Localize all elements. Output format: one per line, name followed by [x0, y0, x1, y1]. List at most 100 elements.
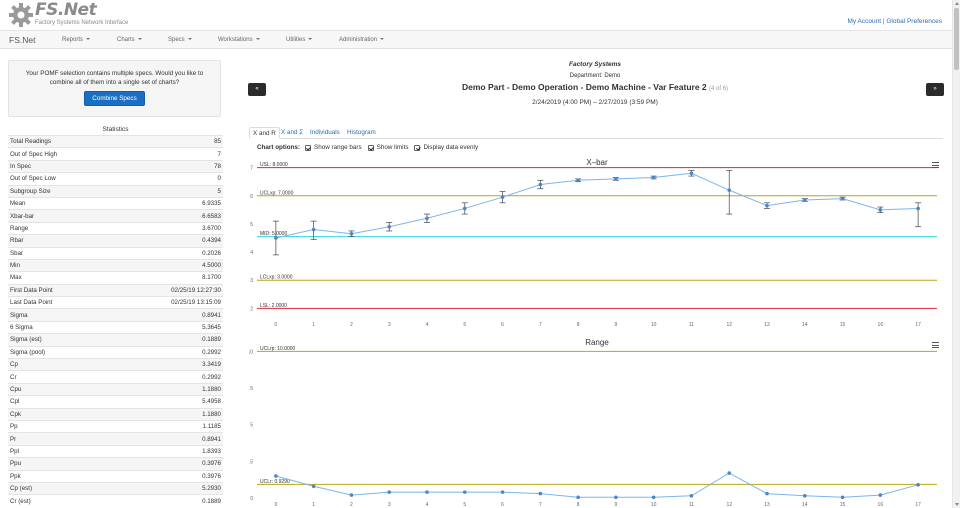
stat-label: Min [8, 258, 113, 272]
data-point [651, 495, 656, 500]
logo[interactable]: FS.Net Factory Systems Network Interface [8, 2, 128, 28]
global-preferences-link[interactable]: Global Preferences [886, 18, 942, 25]
option-label: Display data evenly [423, 144, 479, 151]
nav-charts[interactable]: Charts [117, 37, 142, 43]
data-point [311, 227, 316, 232]
option-display-evenly[interactable]: Display data evenly [414, 144, 478, 151]
stat-value: 1.1880 [112, 382, 223, 396]
nav-administration[interactable]: Administration [339, 37, 385, 43]
next-spec-button[interactable]: » [926, 83, 944, 96]
limit-label: LCLxp: 3.0000 [260, 275, 293, 281]
stats-row: First Data Point 02/25/19 12:27:30 [8, 283, 223, 297]
stat-value: 6.6583 [112, 209, 223, 223]
tab-x-and-sigma[interactable]: X and Σ [281, 129, 304, 136]
stat-label: Pp [8, 419, 113, 433]
stats-row: Range 3.6700 [8, 221, 223, 235]
previous-spec-button[interactable]: « [248, 83, 266, 96]
nav-reports[interactable]: Reports [62, 37, 91, 43]
date-range: 2/24/2019 (4:00 PM) – 2/27/2019 (3:59 PM… [532, 99, 658, 106]
y-tick-label: 4 [250, 250, 253, 256]
data-point [274, 474, 278, 478]
tab-individuals[interactable]: Individuals [310, 129, 340, 136]
combine-specs-button[interactable]: Combine Specs [84, 91, 145, 106]
data-point [878, 493, 883, 497]
nav-charts-label: Charts [117, 37, 135, 43]
checkbox-checked-icon[interactable] [367, 144, 374, 151]
x-tick-label: 2 [350, 322, 353, 328]
stat-label: Rbar [8, 234, 113, 248]
limit-label: UCLrp: 10.0000 [260, 346, 296, 352]
x-tick-label: 16 [878, 502, 884, 508]
stat-label: Range [8, 221, 113, 235]
nav-workstations[interactable]: Workstations [218, 37, 260, 43]
stats-row: Cpl 5.4958 [8, 395, 223, 409]
option-show-limits[interactable]: Show limits [367, 144, 408, 151]
x-tick-label: 9 [614, 322, 617, 328]
x-tick-label: 11 [689, 322, 694, 328]
stats-row: Rbar 0.4394 [8, 234, 223, 248]
stat-value: 0.2992 [112, 345, 223, 359]
x-tick-label: 3 [388, 502, 391, 508]
nav-brand[interactable]: FS.Net [9, 35, 36, 45]
gear-logo-icon [9, 3, 33, 27]
pomf-notice: Your POMF selection contains multiple sp… [8, 60, 221, 117]
stat-value: 1.1185 [112, 419, 223, 433]
scroll-thumb[interactable] [954, 8, 959, 70]
stats-row: Total Readings 85 [8, 134, 223, 148]
scroll-up-icon[interactable] [954, 2, 959, 5]
stat-value: 0.3976 [112, 457, 223, 471]
x-tick-label: 7 [539, 502, 542, 508]
limit-label: MID: 5.0000 [260, 231, 287, 237]
caret-down-icon [187, 38, 192, 41]
stat-label: Xbar-bar [8, 209, 113, 223]
stat-value: 5.3645 [112, 320, 223, 334]
nav-utilities[interactable]: Utilities [286, 37, 313, 43]
data-point [727, 471, 732, 475]
my-account-link[interactable]: My Account [847, 18, 882, 25]
option-show-range-bars[interactable]: Show range bars [305, 144, 362, 151]
stats-row: Out of Spec Low 0 [8, 172, 223, 186]
checkbox-checked-icon[interactable] [414, 144, 421, 151]
tab-x-and-r[interactable]: X and R [249, 127, 280, 139]
scroll-down-icon[interactable] [954, 503, 959, 506]
data-point [689, 494, 694, 498]
nav-specs-label: Specs [168, 37, 185, 43]
stat-value: 3.3419 [112, 358, 223, 371]
stat-label: Sigma (est) [8, 333, 113, 347]
nav-specs[interactable]: Specs [168, 37, 192, 43]
stat-label: Sigma (pool) [8, 345, 113, 359]
data-point [576, 178, 580, 183]
data-point [538, 182, 543, 187]
data-point [878, 208, 883, 212]
stat-label: Cr (est) [8, 494, 113, 508]
caret-down-icon [86, 38, 91, 41]
stats-row: Sigma 0.8941 [8, 308, 223, 322]
stat-label: 6 Sigma [8, 320, 113, 334]
x-tick-label: 2 [350, 502, 353, 508]
limit-label: LSL: 2.0000 [260, 303, 287, 309]
chart-options-label: Chart options: [257, 144, 301, 151]
stat-value: 5 [112, 184, 223, 198]
x-tick-label: 4 [426, 502, 429, 508]
x-tick-label: 10 [651, 322, 657, 328]
x-tick-label: 5 [463, 502, 466, 508]
checkbox-checked-icon[interactable] [305, 144, 312, 151]
stat-label: Cp [8, 358, 113, 371]
page-scrollbar[interactable] [952, 0, 960, 508]
stats-row: Min 4.5000 [8, 258, 223, 272]
stat-value: 0.2026 [112, 246, 223, 260]
chart-menu-icon[interactable] [932, 162, 939, 168]
stat-label: Out of Spec Low [8, 172, 113, 186]
x-tick-label: 7 [539, 322, 542, 328]
stat-label: Total Readings [8, 134, 113, 148]
stats-row: In Spec 78 [8, 159, 223, 173]
option-label: Show range bars [314, 144, 362, 151]
chart-menu-icon[interactable] [932, 342, 939, 348]
stat-value: 6.9335 [112, 196, 223, 210]
tab-histogram[interactable]: Histogram [347, 129, 376, 136]
stat-value: 5.4958 [112, 395, 223, 409]
stat-label: Pr [8, 432, 113, 446]
series-line [275, 472, 919, 498]
range-chart-svg: Range02.557.5100123456789101112131415161… [249, 338, 937, 508]
